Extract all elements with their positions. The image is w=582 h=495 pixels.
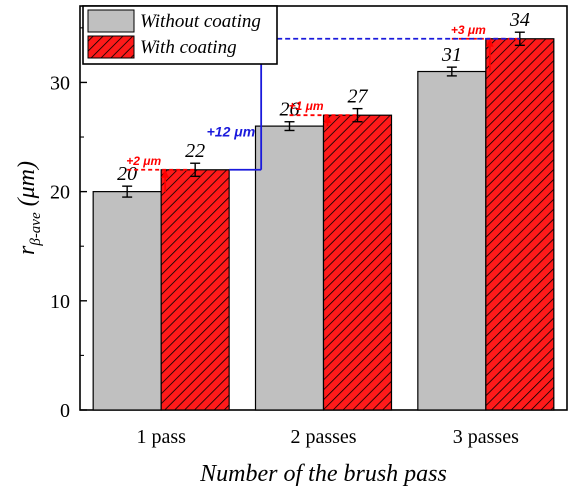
y-tick-label: 20: [50, 182, 70, 204]
legend-label-with-coating: With coating: [140, 37, 237, 58]
value-label: 34: [509, 9, 530, 31]
y-tick-label: 30: [50, 72, 70, 94]
y-axis-title-main: r: [14, 245, 40, 255]
bar: [160, 169, 230, 411]
value-label: 31: [441, 44, 462, 66]
value-label: 20: [117, 163, 137, 185]
value-label: 27: [348, 86, 369, 108]
difference-label: +1 μm: [289, 99, 324, 113]
legend-swatch-with-coating: [87, 35, 135, 59]
bar: [254, 125, 325, 411]
difference-label: +3 μm: [451, 23, 486, 37]
x-tick-label: 1 pass: [136, 426, 186, 448]
value-label: 26: [280, 99, 300, 121]
y-tick-label: 10: [50, 291, 70, 313]
y-tick-label: 0: [60, 400, 70, 422]
x-tick-label: 2 passes: [290, 426, 356, 448]
bar: [92, 191, 162, 411]
bar: [485, 38, 555, 411]
x-axis-title: Number of the brush pass: [199, 461, 447, 487]
difference-label: +2 μm: [126, 154, 161, 168]
value-label: 22: [185, 140, 205, 162]
x-tick-label: 3 passes: [453, 426, 519, 448]
bar: [322, 114, 393, 411]
y-axis-title-unit: (μm): [14, 161, 40, 212]
bar: [417, 70, 487, 411]
y-axis-title: rβ-ave (μm): [14, 161, 44, 255]
legend: Without coating With coating: [82, 5, 278, 65]
y-axis-title-subscript: β-ave: [28, 212, 44, 247]
legend-label-without-coating: Without coating: [140, 11, 261, 32]
gain-label: +12 μm: [207, 123, 256, 139]
legend-swatch-without-coating: [87, 9, 135, 33]
